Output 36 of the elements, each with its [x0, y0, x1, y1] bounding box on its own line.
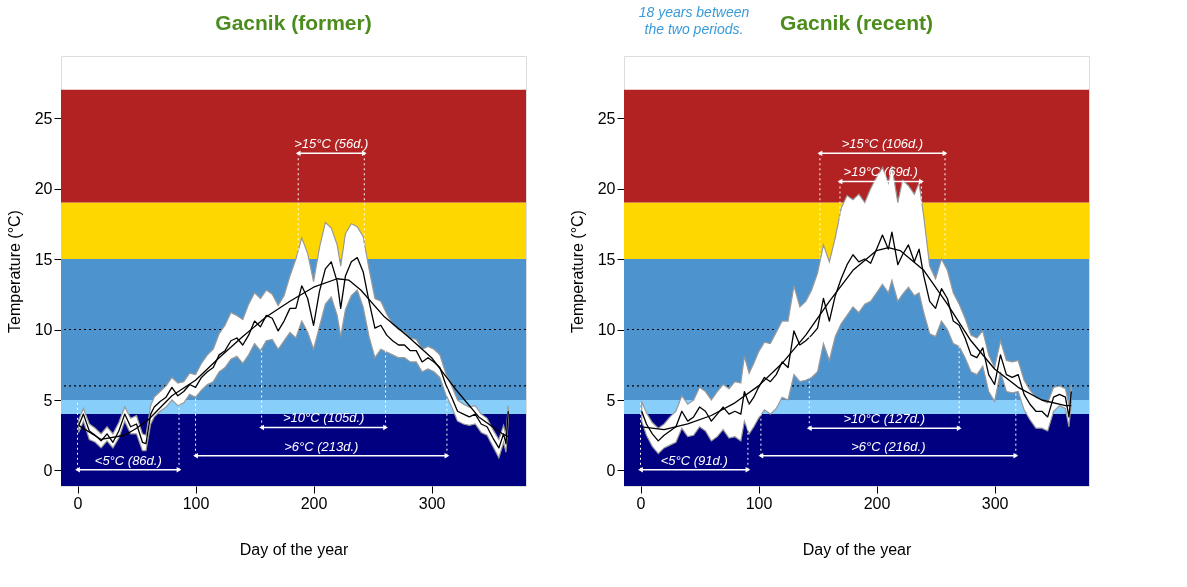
y-tick-label: 25 — [34, 109, 53, 127]
x-tick-label: 200 — [300, 494, 328, 512]
y-tick-label: 20 — [597, 180, 616, 198]
x-tick-label: 100 — [182, 494, 210, 512]
annotation: >15°C (106d.) — [841, 136, 924, 152]
y-tick-label: 10 — [34, 321, 53, 339]
x-tick-label: 0 — [73, 494, 83, 512]
annotation: >10°C (105d.) — [282, 410, 365, 426]
y-axis-title: Temperature (°C) — [568, 210, 586, 333]
text: 18 years between the two periods. — [638, 4, 750, 37]
y-tick-label: 15 — [597, 250, 616, 268]
y-tick-label: 5 — [606, 391, 616, 409]
annotation: >10°C (127d.) — [843, 411, 925, 427]
x-tick-label: 0 — [636, 494, 646, 512]
y-tick-label: 0 — [606, 461, 616, 479]
y-axis-title: Temperature (°C) — [5, 210, 23, 333]
annotation: >6°C (213d.) — [284, 438, 359, 454]
y-tick-label: 20 — [34, 180, 53, 198]
y-tick-label: 15 — [34, 250, 53, 268]
x-tick-label: 200 — [863, 494, 891, 512]
x-axis-title: Day of the year — [802, 540, 912, 558]
x-tick-label: 300 — [418, 494, 446, 512]
chart-title: Gacnik (former) — [215, 11, 372, 34]
annotation: <5°C (91d.) — [660, 452, 728, 468]
x-tick-label: 300 — [981, 494, 1009, 512]
y-tick-label: 10 — [597, 321, 616, 339]
annotation: >15°C (56d.) — [294, 136, 369, 152]
annotation: >19°C (69d.) — [843, 164, 918, 180]
x-tick-label: 100 — [745, 494, 773, 512]
y-tick-label: 5 — [43, 391, 53, 409]
annotation: >6°C (216d.) — [851, 438, 926, 454]
y-tick-label: 25 — [597, 109, 616, 127]
y-tick-label: 0 — [43, 461, 53, 479]
x-axis-title: Day of the year — [239, 540, 349, 558]
annotation: <5°C (86d.) — [94, 452, 162, 468]
chart-title: Gacnik (recent) — [780, 11, 933, 34]
